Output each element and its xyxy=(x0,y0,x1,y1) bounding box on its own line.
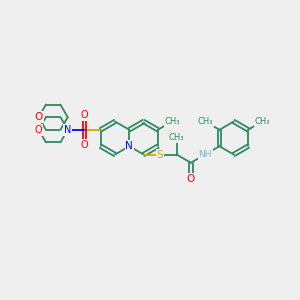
Text: O: O xyxy=(80,110,88,120)
Text: O: O xyxy=(34,112,43,122)
Text: CH₃: CH₃ xyxy=(255,117,270,126)
Text: O: O xyxy=(187,174,195,184)
Text: N: N xyxy=(64,125,71,135)
Text: N: N xyxy=(64,125,72,135)
Text: CH₃: CH₃ xyxy=(169,134,184,142)
Text: O: O xyxy=(35,125,43,135)
Text: S: S xyxy=(157,149,164,160)
Text: O: O xyxy=(80,140,88,150)
Text: CH₃: CH₃ xyxy=(197,117,213,126)
Text: N: N xyxy=(125,141,133,151)
Text: CH₃: CH₃ xyxy=(164,117,180,126)
Text: NH: NH xyxy=(198,150,212,159)
